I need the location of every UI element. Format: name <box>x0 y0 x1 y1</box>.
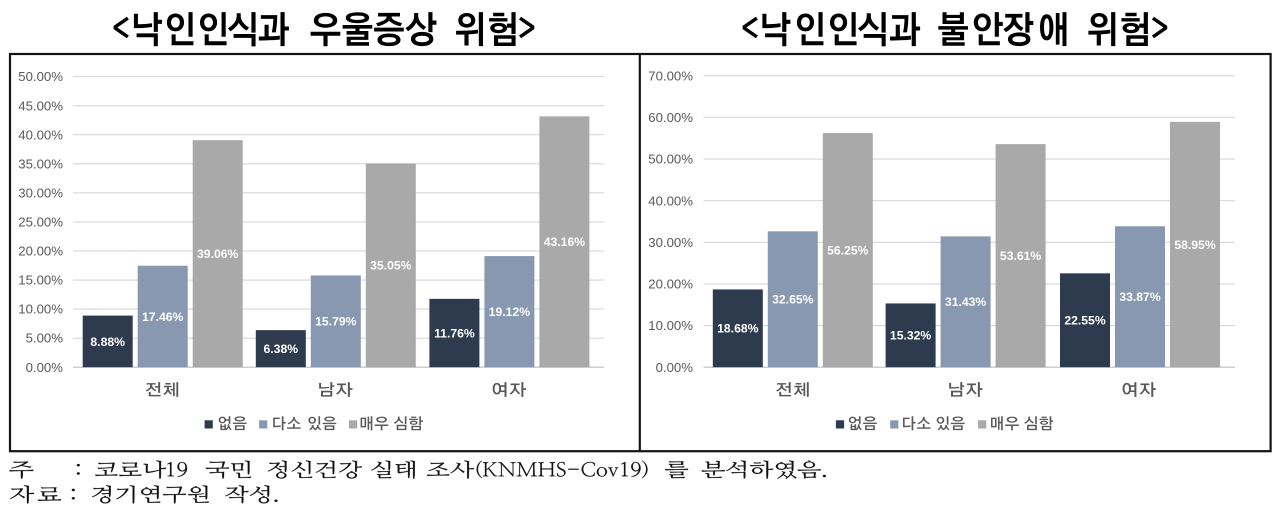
svg-text:39.06%: 39.06% <box>197 247 238 261</box>
svg-text:43.16%: 43.16% <box>544 235 585 249</box>
svg-text:18.68%: 18.68% <box>717 322 758 336</box>
svg-text:53.61%: 53.61% <box>1000 249 1041 263</box>
svg-text:60.00%: 60.00% <box>648 110 693 125</box>
svg-text:32.65%: 32.65% <box>772 293 813 307</box>
svg-text:5.00%: 5.00% <box>26 331 64 346</box>
svg-text:35.05%: 35.05% <box>370 259 411 273</box>
svg-text:45.00%: 45.00% <box>18 98 63 113</box>
svg-text:15.32%: 15.32% <box>890 329 931 343</box>
svg-text:50.00%: 50.00% <box>18 69 63 84</box>
svg-text:15.79%: 15.79% <box>315 315 356 329</box>
svg-text:40.00%: 40.00% <box>648 193 693 208</box>
svg-text:22.55%: 22.55% <box>1064 314 1105 328</box>
svg-text:35.00%: 35.00% <box>18 156 63 171</box>
svg-text:8.88%: 8.88% <box>90 335 125 349</box>
svg-text:30.00%: 30.00% <box>648 235 693 250</box>
svg-text:70.00%: 70.00% <box>648 68 693 83</box>
svg-text:11.76%: 11.76% <box>434 326 475 340</box>
svg-text:33.87%: 33.87% <box>1119 290 1160 304</box>
svg-text:17.46%: 17.46% <box>142 310 183 324</box>
svg-text:56.25%: 56.25% <box>827 244 868 258</box>
svg-text:30.00%: 30.00% <box>18 185 63 200</box>
svg-text:31.43%: 31.43% <box>945 295 986 309</box>
svg-text:6.38%: 6.38% <box>264 342 299 356</box>
svg-text:10.00%: 10.00% <box>648 318 693 333</box>
svg-text:0.00%: 0.00% <box>26 360 64 375</box>
svg-text:0.00%: 0.00% <box>656 360 694 375</box>
svg-text:25.00%: 25.00% <box>18 215 63 230</box>
svg-text:20.00%: 20.00% <box>648 277 693 292</box>
svg-text:19.12%: 19.12% <box>489 305 530 319</box>
svg-text:40.00%: 40.00% <box>18 127 63 142</box>
svg-text:15.00%: 15.00% <box>18 273 63 288</box>
svg-text:10.00%: 10.00% <box>18 302 63 317</box>
svg-text:50.00%: 50.00% <box>648 152 693 167</box>
svg-text:58.95%: 58.95% <box>1174 238 1215 252</box>
svg-text:20.00%: 20.00% <box>18 244 63 259</box>
